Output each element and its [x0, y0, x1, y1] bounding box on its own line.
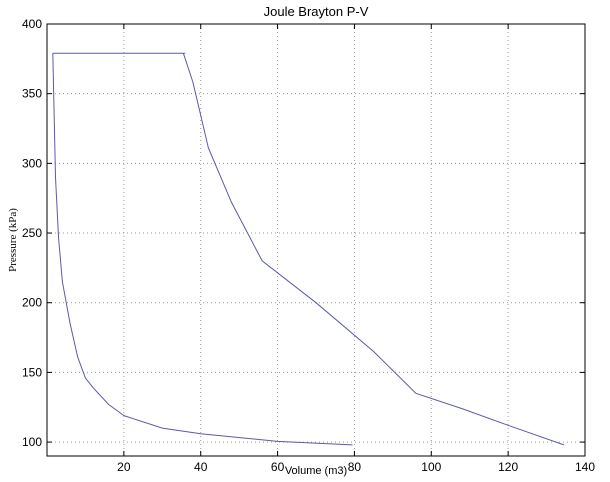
y-tick-label: 250: [22, 226, 42, 240]
series-line-3: [182, 53, 565, 446]
x-tick-label: 20: [117, 460, 131, 474]
x-tick-label: 100: [421, 460, 441, 474]
plot-background: [47, 24, 585, 456]
x-tick-label: 80: [348, 460, 362, 474]
x-tick-label: 120: [498, 460, 518, 474]
x-tick-label: 60: [271, 460, 285, 474]
data-lines: [52, 52, 565, 446]
x-tick-label: 40: [194, 460, 208, 474]
x-axis-label: Volume (m3): [285, 465, 347, 477]
y-tick-label: 100: [22, 435, 42, 449]
y-tick-label: 400: [22, 17, 42, 31]
series-line-1: [52, 53, 353, 446]
chart-title: Joule Brayton P-V: [264, 4, 369, 19]
y-axis-label: Pressure (kPa): [7, 208, 19, 272]
plot-frame: [46, 23, 586, 457]
y-tick-label: 150: [22, 365, 42, 379]
y-tick-label: 200: [22, 296, 42, 310]
x-tick-label: 140: [575, 460, 595, 474]
ticks: 20 40 60 80 100 120 140 100 150 200 250 300 350 400: [22, 17, 595, 474]
y-tick-label: 300: [22, 156, 42, 170]
y-tick-label: 350: [22, 87, 42, 101]
